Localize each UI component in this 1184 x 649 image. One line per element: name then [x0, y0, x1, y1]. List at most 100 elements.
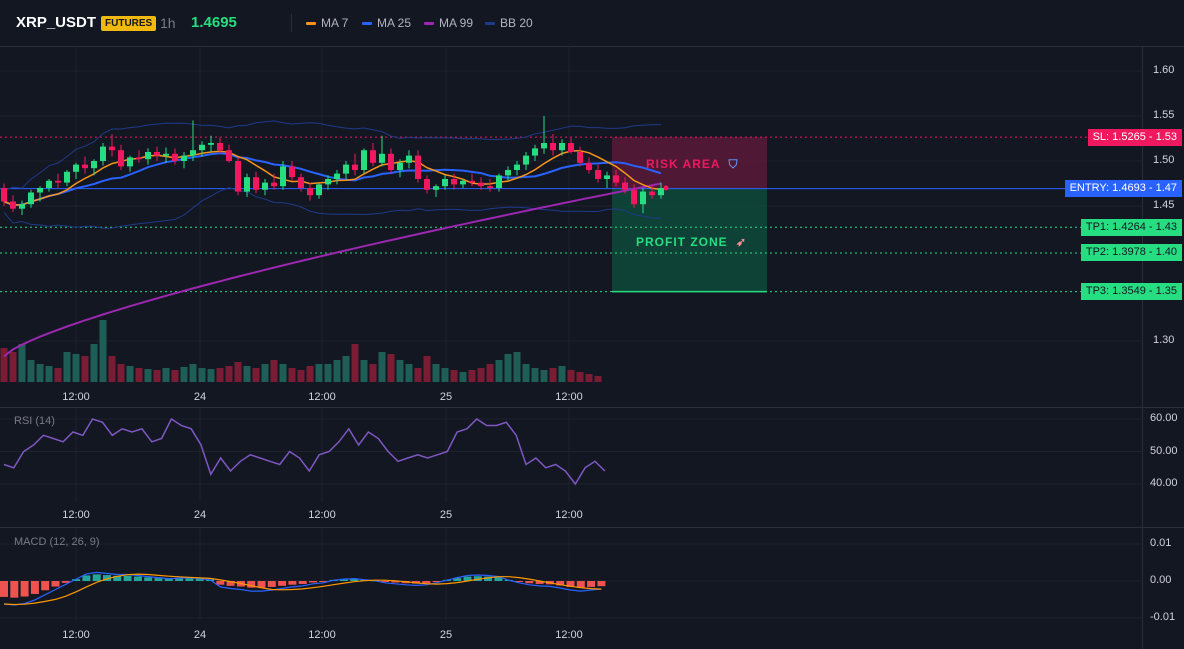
price-tick-0: 1.60 — [1153, 64, 1175, 76]
candle-body-47 — [424, 179, 430, 190]
macd-hist-50 — [515, 581, 523, 582]
time-label-0-0: 12:00 — [62, 391, 90, 403]
candle-body-66 — [595, 170, 601, 179]
macd-hist-47 — [484, 576, 493, 581]
candle-body-1 — [10, 201, 16, 209]
price-tick-1: 1.55 — [1153, 109, 1175, 121]
candle-body-18 — [163, 153, 169, 156]
time-label-2-1: 24 — [193, 629, 207, 641]
candle-body-7 — [64, 171, 70, 183]
legend-bb20-label: BB 20 — [500, 16, 533, 30]
rsi-line — [3, 417, 606, 486]
volume-bar-28 — [252, 368, 260, 382]
time-label-1-0: 12:00 — [62, 509, 90, 521]
macd-hist-15 — [154, 578, 163, 581]
time-label-2-4: 12:00 — [555, 629, 583, 641]
candle-body-65 — [586, 162, 592, 170]
macd-hist-51 — [525, 581, 534, 584]
legend-bb20[interactable]: BB 20 — [485, 0, 533, 46]
profit-zone-text: PROFIT ZONE — [636, 235, 728, 249]
legend-ma7[interactable]: MA 7 — [306, 0, 348, 46]
macd-tick-1: 0.00 — [1150, 574, 1172, 586]
volume-bar-29 — [261, 364, 269, 382]
volume-bar-22 — [198, 368, 206, 382]
candle-body-34 — [307, 188, 313, 196]
ma99-line — [3, 182, 662, 358]
macd-pane-title: MACD (12, 26, 9) — [14, 536, 100, 548]
candle-body-36 — [325, 179, 331, 185]
macd-hist-18 — [185, 578, 194, 581]
volume-bar-37 — [333, 360, 341, 382]
volume-bar-12 — [108, 356, 116, 382]
volume-bar-59 — [531, 368, 539, 382]
volume-bar-43 — [387, 354, 395, 382]
macd-hist-58 — [597, 581, 606, 587]
volume-bar-45 — [405, 364, 413, 382]
macd-hist-46 — [473, 576, 482, 581]
volume-bar-35 — [315, 364, 323, 382]
time-label-2-0: 12:00 — [62, 629, 90, 641]
shield-icon: ⛉ — [728, 157, 739, 171]
candle-body-71 — [640, 191, 646, 205]
candle-body-43 — [388, 153, 394, 170]
level-tag-entry: ENTRY: 1.4693 - 1.47 — [1064, 180, 1182, 198]
candle-body-50 — [451, 179, 457, 185]
time-label-0-4: 12:00 — [555, 391, 583, 403]
volume-bar-5 — [45, 366, 53, 382]
volume-bar-15 — [135, 368, 143, 382]
bb-upper-line — [3, 120, 662, 192]
macd-hist-11 — [113, 575, 122, 581]
level-tag-tp3: TP3: 1.3549 - 1.35 — [1080, 283, 1182, 301]
macd-hist-12 — [123, 575, 132, 581]
time-label-0-1: 24 — [193, 391, 207, 403]
volume-bar-11 — [99, 320, 107, 382]
macd-hist-27 — [278, 581, 287, 586]
legend-ma7-label: MA 7 — [321, 16, 349, 30]
volume-bar-24 — [216, 368, 224, 382]
candle-body-42 — [379, 153, 385, 163]
candle-body-55 — [496, 175, 502, 188]
candle-body-67 — [604, 175, 610, 179]
volume-bar-56 — [504, 354, 512, 382]
candle-body-10 — [91, 161, 97, 169]
ma25-swatch — [362, 21, 372, 25]
macd-hist-40 — [412, 581, 420, 584]
time-label-1-1: 24 — [193, 509, 207, 521]
ma7-swatch — [306, 21, 316, 25]
volume-bar-4 — [36, 364, 44, 382]
profit-zone — [612, 188, 767, 292]
candle-body-61 — [550, 143, 556, 151]
legend-ma25[interactable]: MA 25 — [362, 0, 411, 46]
macd-hist-42 — [432, 581, 441, 582]
symbol-name[interactable]: XRP_USDT — [16, 14, 97, 31]
candle-body-37 — [334, 173, 340, 179]
volume-bar-38 — [342, 356, 350, 382]
legend-ma99[interactable]: MA 99 — [424, 0, 473, 46]
volume-bar-14 — [126, 366, 134, 382]
time-label-2-2: 12:00 — [308, 629, 336, 641]
candle-body-53 — [478, 182, 484, 187]
macd-hist-22 — [226, 581, 235, 586]
candle-body-45 — [406, 155, 412, 163]
candle-body-51 — [460, 180, 466, 185]
ma7-line — [3, 149, 662, 206]
macd-hist-29 — [298, 581, 307, 584]
volume-bar-66 — [594, 376, 602, 382]
macd-hist-1 — [10, 581, 19, 598]
candle-body-54 — [487, 186, 493, 188]
volume-bar-58 — [522, 364, 530, 382]
macd-hist-48 — [494, 577, 503, 581]
rsi-tick-2: 40.00 — [1150, 477, 1178, 489]
macd-hist-13 — [133, 576, 142, 581]
candle-body-14 — [127, 157, 133, 167]
candle-body-26 — [235, 161, 241, 192]
candle-body-46 — [415, 155, 421, 179]
volume-bar-3 — [27, 360, 35, 382]
bb20-swatch — [485, 21, 495, 25]
volume-bar-18 — [162, 368, 170, 382]
candle-body-69 — [622, 182, 628, 190]
volume-bar-20 — [180, 367, 188, 382]
interval-selector[interactable]: 1h — [160, 15, 176, 31]
candle-body-21 — [190, 150, 196, 156]
